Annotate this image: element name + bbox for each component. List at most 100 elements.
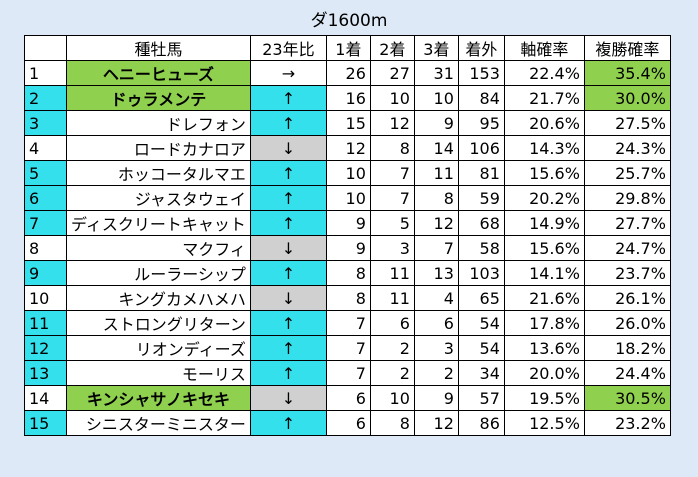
sire-name: ホッコータルマエ bbox=[66, 160, 251, 186]
second-count: 10 bbox=[369, 85, 415, 111]
first-count: 7 bbox=[325, 310, 371, 336]
sire-name: リオンディーズ bbox=[66, 335, 251, 361]
place-rate: 23.7% bbox=[583, 260, 671, 286]
second-count: 27 bbox=[369, 60, 415, 86]
first-count: 16 bbox=[325, 85, 371, 111]
axis-rate: 20.2% bbox=[503, 185, 585, 211]
rank-cell: 5 bbox=[24, 160, 67, 186]
trend-arrow: ↑ bbox=[249, 310, 327, 336]
first-count: 26 bbox=[325, 60, 371, 86]
sire-name: キンシャサノキセキ bbox=[66, 385, 251, 411]
unplaced-count: 59 bbox=[457, 185, 505, 211]
third-count: 3 bbox=[413, 335, 459, 361]
sire-name: ストロングリターン bbox=[66, 310, 251, 336]
axis-rate: 22.4% bbox=[503, 60, 585, 86]
unplaced-count: 68 bbox=[457, 210, 505, 236]
table-row: 10 キングカメハメハ ↓ 8 11 4 65 21.6% 26.1% bbox=[24, 285, 671, 311]
first-count: 9 bbox=[325, 210, 371, 236]
table-row: 9 ルーラーシップ ↑ 8 11 13 103 14.1% 23.7% bbox=[24, 260, 671, 286]
place-rate: 27.7% bbox=[583, 210, 671, 236]
place-rate: 29.8% bbox=[583, 185, 671, 211]
third-count: 31 bbox=[413, 60, 459, 86]
unplaced-count: 86 bbox=[457, 410, 505, 436]
table-row: 11 ストロングリターン ↑ 7 6 6 54 17.8% 26.0% bbox=[24, 310, 671, 336]
axis-rate: 20.6% bbox=[503, 110, 585, 136]
table-title: ダ1600m bbox=[310, 11, 388, 31]
second-count: 11 bbox=[369, 260, 415, 286]
unplaced-count: 95 bbox=[457, 110, 505, 136]
trend-arrow: → bbox=[249, 60, 327, 86]
rank-cell: 2 bbox=[24, 85, 67, 111]
sire-name: ドゥラメンテ bbox=[66, 85, 251, 111]
first-count: 6 bbox=[325, 385, 371, 411]
axis-rate: 14.3% bbox=[503, 135, 585, 161]
table-row: 6 ジャスタウェイ ↑ 10 7 8 59 20.2% 29.8% bbox=[24, 185, 671, 211]
sire-name: ディスクリートキャット bbox=[66, 210, 251, 236]
second-count: 12 bbox=[369, 110, 415, 136]
table-row: 5 ホッコータルマエ ↑ 10 7 11 81 15.6% 25.7% bbox=[24, 160, 671, 186]
first-count: 8 bbox=[325, 260, 371, 286]
third-count: 13 bbox=[413, 260, 459, 286]
place-rate: 27.5% bbox=[583, 110, 671, 136]
rank-cell: 14 bbox=[24, 385, 67, 411]
second-count: 8 bbox=[369, 410, 415, 436]
unplaced-count: 153 bbox=[457, 60, 505, 86]
third-count: 12 bbox=[413, 210, 459, 236]
first-count: 15 bbox=[325, 110, 371, 136]
unplaced-count: 57 bbox=[457, 385, 505, 411]
third-count: 2 bbox=[413, 360, 459, 386]
table-row: 7 ディスクリートキャット ↑ 9 5 12 68 14.9% 27.7% bbox=[24, 210, 671, 236]
unplaced-count: 54 bbox=[457, 335, 505, 361]
header-row: 種牡馬 23年比 1着 2着 3着 着外 軸確率 複勝確率 bbox=[24, 35, 671, 61]
rank-cell: 15 bbox=[24, 410, 67, 436]
axis-rate: 14.1% bbox=[503, 260, 585, 286]
header-third: 3着 bbox=[413, 35, 459, 61]
rank-cell: 13 bbox=[24, 360, 67, 386]
axis-rate: 21.6% bbox=[503, 285, 585, 311]
place-rate: 24.4% bbox=[583, 360, 671, 386]
unplaced-count: 103 bbox=[457, 260, 505, 286]
axis-rate: 13.6% bbox=[503, 335, 585, 361]
sire-name: ロードカナロア bbox=[66, 135, 251, 161]
trend-arrow: ↑ bbox=[249, 110, 327, 136]
rank-cell: 8 bbox=[24, 235, 67, 261]
place-rate: 25.7% bbox=[583, 160, 671, 186]
header-trend: 23年比 bbox=[249, 35, 327, 61]
second-count: 2 bbox=[369, 335, 415, 361]
first-count: 7 bbox=[325, 360, 371, 386]
first-count: 7 bbox=[325, 335, 371, 361]
rank-cell: 3 bbox=[24, 110, 67, 136]
trend-arrow: ↓ bbox=[249, 235, 327, 261]
trend-arrow: ↑ bbox=[249, 85, 327, 111]
second-count: 3 bbox=[369, 235, 415, 261]
table-row: 1 ヘニーヒューズ → 26 27 31 153 22.4% 35.4% bbox=[24, 60, 671, 86]
axis-rate: 14.9% bbox=[503, 210, 585, 236]
first-count: 9 bbox=[325, 235, 371, 261]
third-count: 9 bbox=[413, 385, 459, 411]
unplaced-count: 65 bbox=[457, 285, 505, 311]
header-unplaced: 着外 bbox=[457, 35, 505, 61]
sire-name: ドレフォン bbox=[66, 110, 251, 136]
sire-name: ジャスタウェイ bbox=[66, 185, 251, 211]
header-axis-rate: 軸確率 bbox=[503, 35, 585, 61]
rank-cell: 10 bbox=[24, 285, 67, 311]
unplaced-count: 34 bbox=[457, 360, 505, 386]
trend-arrow: ↑ bbox=[249, 160, 327, 186]
place-rate: 30.0% bbox=[583, 85, 671, 111]
first-count: 8 bbox=[325, 285, 371, 311]
second-count: 8 bbox=[369, 135, 415, 161]
axis-rate: 17.8% bbox=[503, 310, 585, 336]
header-sire: 種牡馬 bbox=[66, 35, 251, 61]
trend-arrow: ↑ bbox=[249, 335, 327, 361]
unplaced-count: 81 bbox=[457, 160, 505, 186]
sire-name: シニスターミニスター bbox=[66, 410, 251, 436]
rank-cell: 7 bbox=[24, 210, 67, 236]
trend-arrow: ↑ bbox=[249, 260, 327, 286]
axis-rate: 19.5% bbox=[503, 385, 585, 411]
first-count: 10 bbox=[325, 160, 371, 186]
rank-cell: 4 bbox=[24, 135, 67, 161]
table-row: 14 キンシャサノキセキ ↓ 6 10 9 57 19.5% 30.5% bbox=[24, 385, 671, 411]
axis-rate: 15.6% bbox=[503, 160, 585, 186]
first-count: 12 bbox=[325, 135, 371, 161]
header-second: 2着 bbox=[369, 35, 415, 61]
